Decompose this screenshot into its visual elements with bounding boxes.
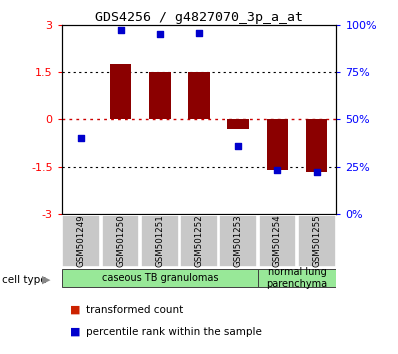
Point bbox=[274, 167, 281, 173]
Bar bbox=[298, 215, 336, 267]
Text: GSM501250: GSM501250 bbox=[116, 215, 125, 268]
Bar bbox=[219, 215, 257, 267]
Bar bbox=[267, 119, 288, 170]
Text: GSM501251: GSM501251 bbox=[155, 215, 164, 268]
Point bbox=[156, 32, 163, 37]
Bar bbox=[110, 64, 131, 119]
Title: GDS4256 / g4827070_3p_a_at: GDS4256 / g4827070_3p_a_at bbox=[95, 11, 303, 24]
Text: cell type: cell type bbox=[2, 275, 47, 285]
Text: ■: ■ bbox=[70, 305, 80, 315]
Bar bbox=[62, 269, 258, 287]
Bar bbox=[102, 215, 139, 267]
Text: caseous TB granulomas: caseous TB granulomas bbox=[101, 273, 218, 283]
Text: GSM501255: GSM501255 bbox=[312, 215, 321, 268]
Point bbox=[117, 27, 124, 32]
Bar bbox=[227, 119, 249, 129]
Point bbox=[235, 143, 242, 149]
Point bbox=[196, 30, 202, 35]
Text: GSM501252: GSM501252 bbox=[195, 215, 203, 268]
Text: GSM501249: GSM501249 bbox=[77, 215, 86, 267]
Text: GSM501253: GSM501253 bbox=[234, 215, 243, 268]
Bar bbox=[258, 269, 336, 287]
Point bbox=[78, 136, 84, 141]
Text: ■: ■ bbox=[70, 327, 80, 337]
Text: percentile rank within the sample: percentile rank within the sample bbox=[86, 327, 261, 337]
Bar bbox=[188, 72, 210, 119]
Point bbox=[314, 169, 320, 175]
Bar bbox=[180, 215, 218, 267]
Bar bbox=[259, 215, 296, 267]
Text: transformed count: transformed count bbox=[86, 305, 183, 315]
Bar bbox=[62, 215, 100, 267]
Bar bbox=[141, 215, 179, 267]
Bar bbox=[306, 119, 328, 172]
Text: ▶: ▶ bbox=[42, 275, 50, 285]
Text: GSM501254: GSM501254 bbox=[273, 215, 282, 268]
Text: normal lung
parenchyma: normal lung parenchyma bbox=[267, 267, 328, 289]
Bar bbox=[149, 72, 171, 119]
